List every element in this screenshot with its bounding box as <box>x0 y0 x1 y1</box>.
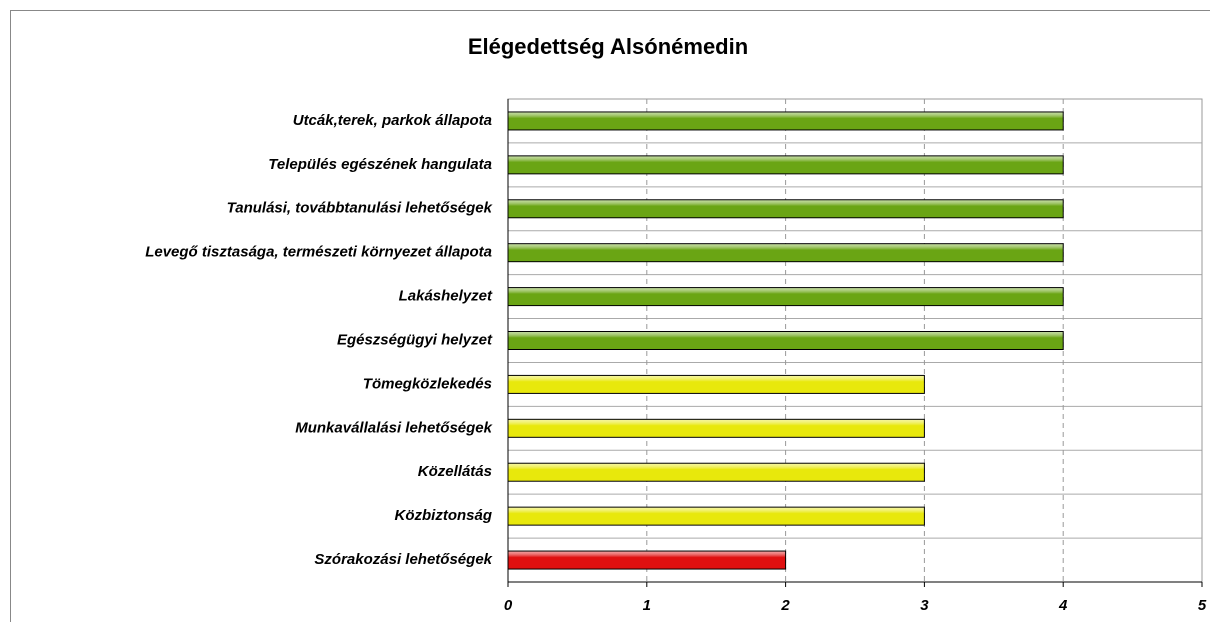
x-tick-label: 4 <box>1058 597 1068 614</box>
x-tick-label: 2 <box>780 597 790 614</box>
y-tick-label: Lakáshelyzet <box>399 288 493 305</box>
bar <box>507 155 1064 175</box>
y-tick-label: Tanulási, továbbtanulási lehetőségek <box>227 200 493 217</box>
bar <box>507 111 1064 131</box>
chart-title: Elégedettség Alsónémedin <box>468 34 748 59</box>
y-tick-label: Utcák,terek, parkok állapota <box>293 112 492 129</box>
x-tick-label: 5 <box>1198 597 1207 614</box>
bar <box>507 550 787 570</box>
bar <box>507 374 925 394</box>
x-tick-label: 1 <box>643 597 651 614</box>
y-tick-label: Levegő tisztasága, természeti környezet … <box>145 244 492 261</box>
bar <box>507 331 1064 350</box>
x-tick-label: 3 <box>920 597 929 614</box>
bar <box>507 506 925 526</box>
y-tick-label: Közellátás <box>418 463 492 480</box>
y-tick-label: Közbiztonság <box>395 507 493 524</box>
y-tick-label: Szórakozási lehetőségek <box>314 551 492 568</box>
bar <box>507 243 1064 263</box>
y-tick-label: Település egészének hangulata <box>268 156 492 173</box>
y-tick-label: Egészségügyi helyzet <box>337 331 493 348</box>
bar <box>507 287 1064 307</box>
bar <box>507 462 925 482</box>
y-tick-label: Tömegközlekedés <box>363 375 492 392</box>
y-tick-label: Munkavállalási lehetőségek <box>295 419 492 436</box>
x-tick-label: 0 <box>504 597 513 614</box>
bar <box>507 418 925 438</box>
bar <box>507 199 1064 219</box>
